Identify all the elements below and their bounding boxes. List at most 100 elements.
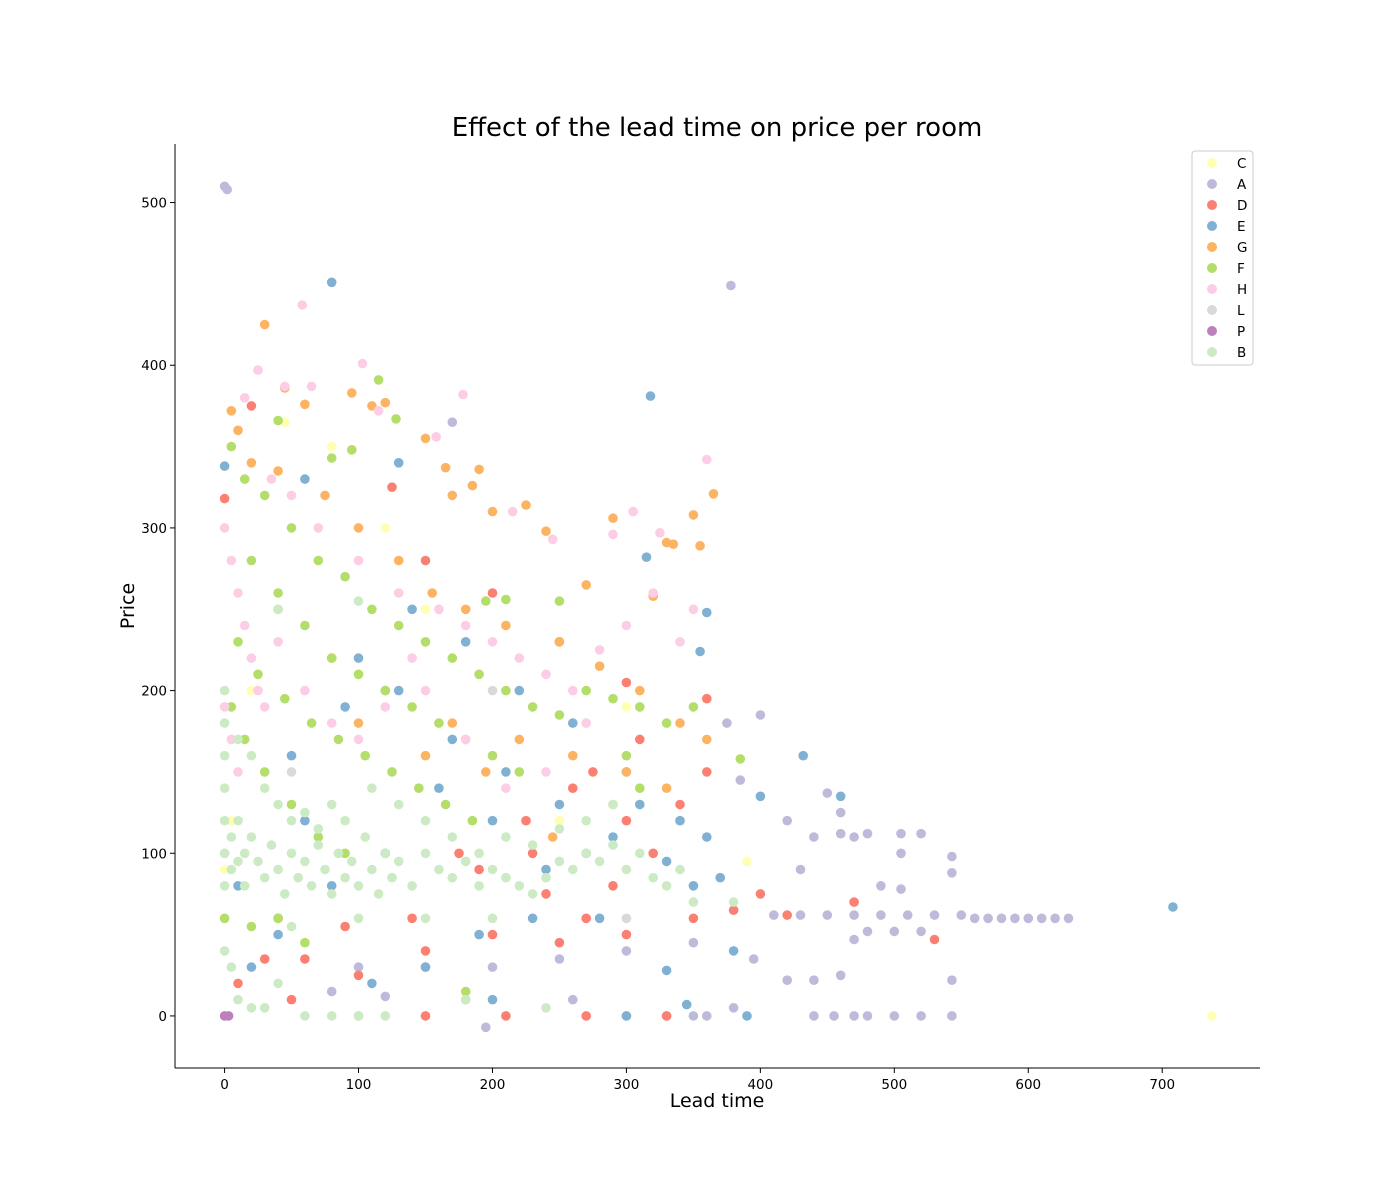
point-B-26 [333, 848, 344, 859]
x-tick-label-300: 300 [614, 1077, 640, 1093]
legend-label-E: E [1237, 219, 1246, 235]
point-B-47 [554, 856, 565, 867]
point-A-37 [1063, 913, 1074, 924]
point-B-19 [286, 848, 297, 859]
point-B-54 [648, 872, 658, 883]
point-F-6 [226, 441, 237, 452]
point-E-48 [420, 962, 431, 972]
point-B-2 [219, 750, 230, 761]
point-B-52 [621, 864, 632, 875]
point-F-12 [367, 604, 377, 615]
point-F-48 [259, 767, 270, 777]
point-F-32 [434, 718, 444, 728]
point-E-5 [755, 791, 766, 802]
x-tick-label-400: 400 [747, 1077, 773, 1093]
point-A-58 [728, 1003, 739, 1013]
y-tick-label-100: 100 [141, 846, 167, 862]
point-A-59 [481, 1022, 491, 1033]
point-H-6 [458, 389, 468, 400]
point-A-10 [849, 832, 859, 842]
point-D-2 [782, 910, 792, 920]
point-H-37 [594, 645, 605, 655]
point-A-33 [1010, 913, 1020, 924]
point-L-2 [487, 685, 498, 696]
point-F-46 [226, 702, 237, 712]
legend-label-A: A [1237, 177, 1247, 193]
point-A-63 [554, 954, 565, 964]
point-F-15 [447, 653, 458, 663]
point-H-40 [675, 637, 685, 647]
point-D-13 [300, 954, 310, 964]
point-A-11 [862, 828, 873, 839]
chart-title: Effect of the lead time on price per roo… [452, 113, 983, 143]
legend-marker-F [1207, 263, 1217, 273]
legend-marker-D [1207, 200, 1217, 210]
point-E-37 [514, 685, 525, 696]
point-A-26 [876, 910, 886, 920]
x-tick-label-0: 0 [220, 1077, 229, 1093]
point-H-51 [266, 474, 277, 484]
legend-label-F: F [1237, 261, 1245, 277]
point-A-50 [889, 1011, 900, 1021]
point-F-5 [735, 754, 746, 764]
point-E-18 [541, 864, 551, 875]
point-A-36 [1050, 913, 1060, 924]
point-B-35 [393, 856, 404, 867]
point-F-45 [467, 815, 478, 826]
legend-label-C: C [1237, 156, 1246, 172]
point-H-42 [581, 718, 591, 728]
point-D-11 [219, 493, 230, 504]
point-D-16 [487, 929, 498, 940]
point-G-20 [367, 401, 377, 411]
point-F-13 [393, 620, 404, 631]
point-A-67 [380, 991, 391, 1002]
point-E-44 [527, 913, 538, 924]
point-A-53 [688, 1011, 699, 1021]
point-A-48 [849, 1011, 859, 1021]
point-B-17 [273, 864, 283, 875]
point-F-0 [373, 375, 384, 385]
point-E-15 [681, 999, 692, 1010]
point-E-31 [554, 799, 565, 810]
point-F-53 [246, 921, 257, 932]
point-G-27 [353, 523, 364, 533]
point-B-27 [340, 872, 350, 883]
point-G-5 [440, 462, 451, 473]
point-G-6 [474, 464, 484, 475]
point-H-45 [460, 734, 471, 745]
point-E-11 [300, 474, 310, 484]
legend-marker-B [1207, 347, 1217, 357]
point-D-33 [286, 994, 297, 1005]
point-E-8 [641, 552, 652, 562]
point-H-38 [621, 620, 632, 631]
point-G-38 [568, 750, 578, 761]
point-A-35 [1036, 913, 1047, 924]
point-B-10 [233, 856, 243, 867]
point-B-71 [233, 734, 243, 745]
point-G-2 [347, 388, 357, 398]
point-B-4 [219, 815, 230, 826]
point-E-14 [742, 1011, 752, 1021]
point-G-29 [427, 588, 438, 598]
point-B-66 [326, 1011, 337, 1021]
point-B-49 [581, 848, 591, 859]
point-B-5 [219, 848, 230, 859]
point-B-67 [353, 1011, 364, 1021]
point-B-87 [554, 824, 565, 834]
point-H-49 [313, 523, 324, 533]
point-F-2 [273, 415, 283, 426]
point-G-32 [554, 637, 565, 647]
y-tick-label-400: 400 [141, 358, 167, 374]
point-B-55 [661, 881, 672, 891]
point-A-3 [447, 417, 458, 428]
point-E-2 [1168, 902, 1178, 912]
point-E-32 [608, 832, 618, 842]
point-B-15 [259, 872, 270, 883]
point-A-60 [353, 962, 364, 972]
point-B-62 [246, 1003, 257, 1013]
point-F-25 [246, 555, 257, 566]
point-C-10 [621, 702, 632, 712]
point-H-20 [253, 685, 263, 696]
point-H-36 [568, 685, 578, 696]
point-E-30 [501, 767, 511, 777]
